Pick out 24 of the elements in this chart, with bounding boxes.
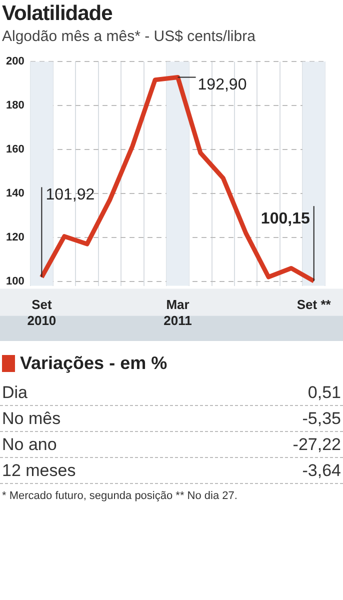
annotation: 192,90 [198, 76, 247, 94]
text: -5,35 [302, 409, 341, 428]
y-tick-label: 200 [6, 56, 24, 68]
y-tick-label: 180 [6, 100, 24, 112]
chart-title: Volatilidade [2, 2, 114, 26]
annotation: 100,15 [260, 210, 310, 228]
chart-subtitle: Algodão mês a mês* - US$ cents/libra [2, 28, 256, 45]
annotation: 101,92 [46, 186, 95, 204]
text: Variações - em % [19, 353, 168, 374]
category-label: No ano [2, 435, 57, 455]
x-tick-label: Set ** [296, 297, 332, 312]
y-tick-label: 160 [6, 144, 24, 156]
y-tick-label: 100 [6, 275, 24, 288]
category-label: No mês [2, 409, 61, 429]
x-tick-label: Set 2010 [27, 297, 56, 328]
y-tick-label: 120 [6, 231, 24, 244]
text: * Mercado futuro, segunda posição ** No dia 27. [2, 490, 238, 502]
x-tick-label: Mar 2011 [164, 297, 192, 328]
category-label: Dia [2, 383, 28, 403]
category-label: 12 meses [2, 461, 76, 481]
y-tick-label: 140 [6, 188, 24, 200]
text: -27,22 [292, 435, 341, 454]
text: 0,51 [308, 383, 341, 402]
text: -3,64 [302, 461, 341, 480]
